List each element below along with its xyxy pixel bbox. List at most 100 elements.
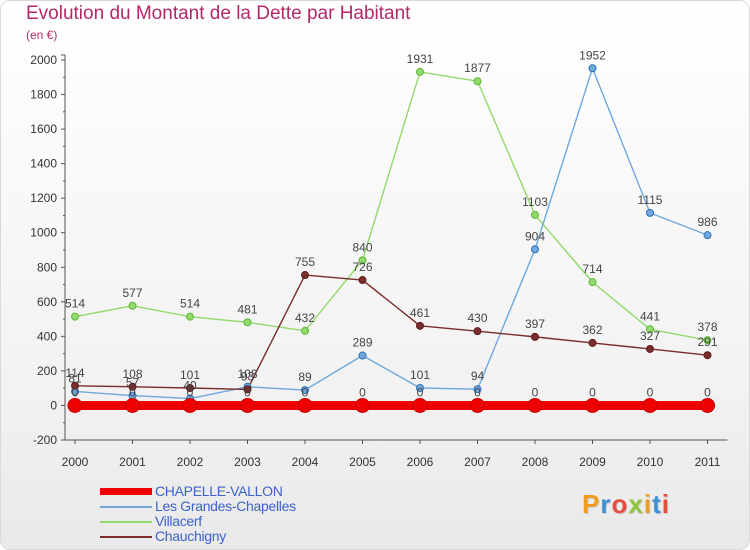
x-tick-label: 2008 — [522, 455, 549, 469]
data-point — [186, 384, 194, 393]
y-tick-label: -200 — [33, 433, 57, 447]
data-point — [646, 325, 654, 334]
data-label: 291 — [697, 335, 717, 349]
data-label: 0 — [244, 385, 251, 399]
y-tick-label: 1400 — [30, 157, 57, 171]
x-tick-label: 2002 — [177, 455, 204, 469]
data-label: 1103 — [522, 195, 548, 209]
legend-swatch — [100, 488, 152, 495]
data-point — [128, 382, 137, 391]
data-label: 81 — [68, 371, 82, 385]
data-label: 101 — [180, 368, 200, 382]
data-label: 726 — [352, 260, 372, 274]
x-tick-label: 2003 — [234, 455, 261, 469]
data-point — [355, 397, 370, 413]
logo-letter: P — [582, 489, 601, 519]
y-tick-label: 1800 — [30, 88, 57, 102]
data-point — [240, 397, 255, 413]
data-point — [531, 332, 539, 341]
data-point — [301, 271, 309, 280]
data-point — [301, 386, 309, 395]
data-point — [646, 344, 654, 353]
data-point — [642, 397, 658, 413]
data-label: 378 — [697, 320, 717, 334]
data-label: 362 — [582, 323, 602, 337]
logo-letter: i — [661, 489, 670, 519]
x-tick-label: 2006 — [407, 455, 434, 469]
data-label: 1952 — [579, 48, 606, 62]
data-label: 101 — [410, 368, 430, 382]
data-label: 0 — [474, 385, 481, 399]
data-point — [416, 67, 424, 76]
data-point — [703, 336, 712, 345]
data-point — [588, 278, 597, 287]
y-tick-label: 0 — [50, 398, 57, 412]
y-tick-label: 1200 — [30, 191, 57, 205]
data-label: 1931 — [407, 52, 434, 66]
series-lines — [70, 67, 712, 410]
data-point — [128, 301, 137, 310]
data-point — [531, 245, 539, 254]
x-tick-label: 2007 — [464, 455, 491, 469]
x-tick-label: 2005 — [349, 455, 376, 469]
logo-letter: x — [628, 489, 644, 519]
data-point — [527, 397, 543, 413]
data-label: 108 — [122, 367, 142, 381]
chart-subtitle: (en €) — [26, 28, 58, 42]
data-point — [358, 276, 367, 285]
data-label: 57 — [126, 376, 140, 390]
logo-letter: t — [652, 489, 662, 519]
data-label: 432 — [295, 311, 315, 325]
data-point — [473, 385, 482, 394]
legend-label: CHAPELLE-VALLON — [155, 483, 283, 499]
data-point — [243, 385, 252, 394]
data-point — [182, 397, 198, 413]
data-point — [125, 397, 140, 413]
data-label: 0 — [359, 385, 366, 399]
data-label: 89 — [298, 370, 312, 384]
data-label: 93 — [241, 369, 255, 383]
y-tick-label: 600 — [37, 295, 57, 309]
data-point — [301, 326, 309, 335]
data-point — [588, 338, 597, 347]
y-tick-label: 400 — [37, 329, 57, 343]
data-label: 0 — [532, 385, 539, 399]
data-label: 714 — [582, 262, 602, 276]
legend-label: Les Grandes-Chapelles — [155, 498, 296, 514]
legend-label: Chauchigny — [155, 528, 226, 544]
series-points — [67, 64, 715, 413]
y-tick-label: 1600 — [30, 122, 57, 136]
data-point — [186, 312, 194, 321]
data-point — [71, 312, 79, 321]
data-label: 0 — [187, 385, 194, 399]
x-tick-label: 2011 — [695, 455, 721, 469]
x-tick-label: 2009 — [579, 455, 606, 469]
data-label: 94 — [471, 369, 485, 383]
x-tick-label: 2001 — [119, 455, 146, 469]
data-label: 0 — [704, 385, 711, 399]
legend-label: Villacerf — [155, 513, 202, 529]
x-tick-label: 2004 — [292, 455, 319, 469]
data-labels: 514 577 514 481 432 840 1931 1877 1103 714 441 378 8… — [65, 48, 718, 399]
data-label: 430 — [467, 311, 487, 325]
data-label: 327 — [640, 329, 660, 343]
data-point — [470, 397, 485, 413]
data-label: 397 — [525, 317, 545, 331]
data-point — [585, 397, 600, 413]
x-tick-label: 2000 — [62, 455, 89, 469]
axes: -200020040060080010001200140016001800200… — [30, 53, 728, 469]
data-point — [416, 384, 424, 393]
proxiti-logo: Proxiti — [582, 489, 670, 520]
data-point — [473, 77, 482, 86]
logo-letter: i — [643, 489, 653, 519]
data-label: 986 — [697, 215, 717, 229]
logo-letter: o — [611, 489, 629, 519]
data-point — [358, 256, 367, 265]
data-point — [700, 397, 715, 413]
data-label: 1115 — [638, 193, 663, 207]
data-point — [703, 351, 712, 360]
data-label: 840 — [352, 240, 372, 254]
data-point — [412, 397, 428, 413]
